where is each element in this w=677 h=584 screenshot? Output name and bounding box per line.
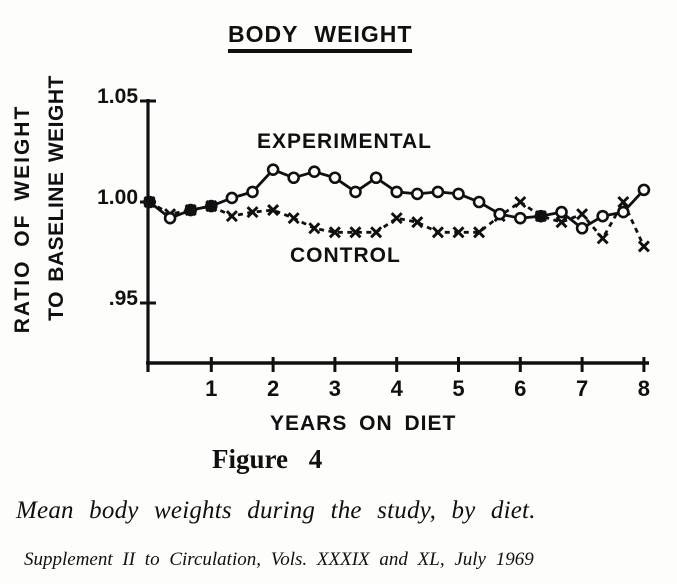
experimental-marker <box>390 185 404 199</box>
control-marker <box>349 226 362 239</box>
control-marker <box>390 212 403 225</box>
figure-source: Supplement II to Circulation, Vols. XXXI… <box>24 549 534 570</box>
experimental-marker <box>328 171 342 185</box>
x-tick-label: 4 <box>391 376 404 401</box>
y-tick-label: 1.05 <box>97 85 138 108</box>
control-marker <box>411 216 424 229</box>
overlap-marker <box>145 197 154 207</box>
experimental-marker <box>266 163 280 176</box>
experimental-marker <box>431 185 445 199</box>
experimental-marker <box>163 211 177 225</box>
experimental-marker <box>308 165 321 178</box>
experimental-marker <box>410 187 424 201</box>
experimental-marker <box>287 171 300 185</box>
series-label-control: CONTROL <box>290 244 401 267</box>
control-marker <box>637 240 650 253</box>
overlap-marker <box>206 201 216 211</box>
experimental-marker <box>617 205 630 219</box>
x-tick-label: 7 <box>576 376 588 401</box>
y-axis-label-line1: RATIO OF WEIGHT <box>11 104 34 334</box>
control-marker <box>267 204 280 217</box>
overlap-marker <box>536 211 546 221</box>
control-marker <box>431 226 444 239</box>
control-marker <box>596 232 609 245</box>
experimental-marker <box>369 171 383 185</box>
y-axis-label-line2: TO BASELINE WEIGHT <box>45 75 68 321</box>
control-marker <box>287 212 300 225</box>
control-marker <box>246 206 259 219</box>
experimental-marker <box>637 183 651 197</box>
x-tick-label: 5 <box>452 376 464 401</box>
experimental-marker <box>472 195 486 209</box>
experimental-marker <box>596 209 609 223</box>
experimental-marker <box>349 185 362 199</box>
control-marker <box>514 195 527 209</box>
figure-description: Mean body weights during the study, by d… <box>16 497 536 524</box>
x-tick-label: 3 <box>329 376 341 401</box>
control-marker <box>473 226 486 239</box>
figure-number: Figure 4 <box>212 444 323 474</box>
experimental-marker <box>513 211 527 225</box>
control-line <box>148 198 646 247</box>
control-marker <box>308 222 321 235</box>
series-label-experimental: EXPERIMENTAL <box>257 130 432 153</box>
experimental-marker <box>575 221 589 235</box>
y-tick-label: .95 <box>109 287 139 310</box>
x-tick-label: 6 <box>514 376 526 401</box>
control-marker <box>225 210 238 223</box>
x-axis-title: YEARS ON DIET <box>270 412 457 435</box>
x-tick-label: 8 <box>638 376 650 401</box>
control-marker <box>555 216 568 229</box>
x-tick-label: 2 <box>267 376 279 401</box>
control-marker <box>617 195 630 209</box>
control-marker <box>576 208 589 221</box>
experimental-marker <box>555 205 568 219</box>
y-tick-label: 1.00 <box>97 186 138 209</box>
x-tick-label: 1 <box>205 376 217 401</box>
experimental-marker <box>493 207 507 221</box>
control-marker <box>370 226 383 239</box>
experimental-marker <box>225 191 239 205</box>
control-marker <box>452 226 465 239</box>
control-marker <box>328 226 341 239</box>
overlap-marker <box>186 205 196 215</box>
experimental-marker <box>246 185 259 199</box>
experimental-marker <box>452 187 465 201</box>
chart-title: BODY WEIGHT <box>228 21 413 54</box>
